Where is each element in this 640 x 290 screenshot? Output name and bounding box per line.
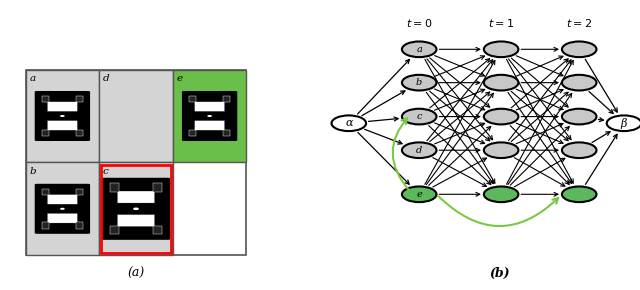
Bar xyxy=(26,70,99,162)
FancyBboxPatch shape xyxy=(195,121,225,130)
FancyBboxPatch shape xyxy=(47,121,77,130)
Circle shape xyxy=(484,109,518,124)
Bar xyxy=(101,165,171,253)
Text: a: a xyxy=(416,45,422,54)
Bar xyxy=(110,184,119,192)
Circle shape xyxy=(484,142,518,158)
Text: e: e xyxy=(417,190,422,199)
Bar xyxy=(42,188,49,195)
Circle shape xyxy=(402,41,436,57)
FancyBboxPatch shape xyxy=(47,213,77,223)
FancyBboxPatch shape xyxy=(195,102,225,111)
Text: d: d xyxy=(416,146,422,155)
Text: α: α xyxy=(345,118,353,128)
Bar xyxy=(76,222,83,229)
Text: (b): (b) xyxy=(489,267,509,280)
Text: d: d xyxy=(103,74,109,83)
Bar xyxy=(42,96,49,102)
Bar xyxy=(189,96,196,102)
Bar xyxy=(173,70,246,162)
Bar xyxy=(153,184,162,192)
Bar xyxy=(76,188,83,195)
Circle shape xyxy=(133,207,139,210)
Text: a: a xyxy=(29,74,36,83)
FancyBboxPatch shape xyxy=(102,178,170,240)
Bar xyxy=(42,130,49,136)
Text: (a): (a) xyxy=(127,267,145,280)
Bar xyxy=(223,96,230,102)
Bar xyxy=(26,70,246,255)
Bar xyxy=(173,162,246,255)
Circle shape xyxy=(562,41,596,57)
Bar xyxy=(189,130,196,136)
FancyBboxPatch shape xyxy=(47,102,77,111)
Circle shape xyxy=(60,208,65,210)
Text: β: β xyxy=(621,118,627,129)
Circle shape xyxy=(484,186,518,202)
FancyBboxPatch shape xyxy=(47,195,77,204)
Circle shape xyxy=(562,142,596,158)
Circle shape xyxy=(562,186,596,202)
Text: b: b xyxy=(416,78,422,87)
Circle shape xyxy=(562,75,596,90)
FancyBboxPatch shape xyxy=(182,91,237,141)
Bar xyxy=(110,226,119,234)
Bar xyxy=(99,162,173,255)
Text: b: b xyxy=(29,167,36,176)
Circle shape xyxy=(607,115,640,131)
FancyBboxPatch shape xyxy=(117,191,155,203)
Bar xyxy=(153,226,162,234)
Bar xyxy=(26,162,99,255)
Circle shape xyxy=(402,186,436,202)
Circle shape xyxy=(484,41,518,57)
FancyBboxPatch shape xyxy=(35,91,90,141)
Bar xyxy=(223,130,230,136)
Text: e: e xyxy=(177,74,183,83)
Bar xyxy=(42,222,49,229)
Bar xyxy=(76,96,83,102)
Circle shape xyxy=(484,75,518,90)
Circle shape xyxy=(332,115,366,131)
Text: $t = 0$: $t = 0$ xyxy=(406,17,433,29)
FancyBboxPatch shape xyxy=(117,215,155,226)
Text: $t = 1$: $t = 1$ xyxy=(488,17,514,29)
Circle shape xyxy=(402,109,436,124)
Circle shape xyxy=(60,115,65,117)
FancyBboxPatch shape xyxy=(35,184,90,234)
Circle shape xyxy=(562,109,596,124)
Circle shape xyxy=(207,115,212,117)
Circle shape xyxy=(402,75,436,90)
Circle shape xyxy=(402,142,436,158)
Text: c: c xyxy=(417,112,422,121)
Text: c: c xyxy=(103,167,109,176)
Text: $t = 2$: $t = 2$ xyxy=(566,17,592,29)
Bar xyxy=(99,70,173,162)
Bar xyxy=(76,130,83,136)
